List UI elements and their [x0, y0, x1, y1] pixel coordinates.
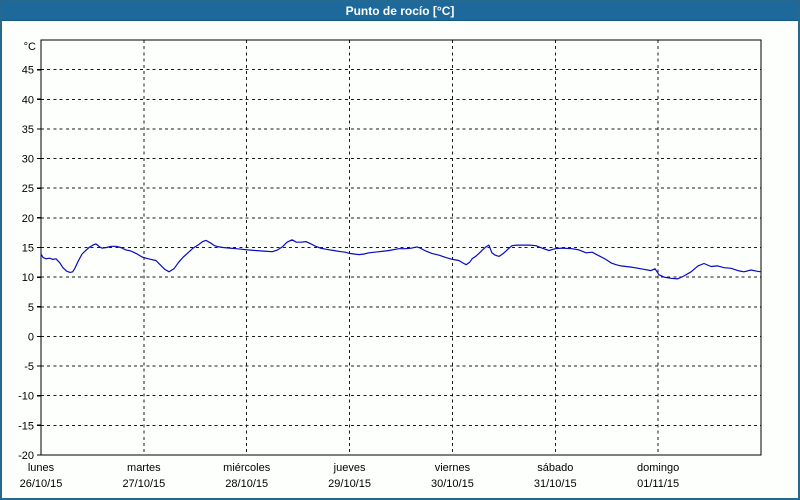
y-tick-label: 30 — [22, 154, 34, 166]
x-day-name: miércoles — [223, 462, 271, 474]
x-day-date: 31/10/15 — [534, 478, 577, 490]
y-tick-label: 15 — [22, 243, 34, 255]
x-day-name: martes — [127, 462, 161, 474]
y-tick-label: -15 — [18, 420, 34, 432]
y-axis-labels: 45 40 35 30 25 20 15 10 5 0 -5 -10 -15 -20 °C — [18, 41, 36, 462]
y-tick-label: 10 — [22, 272, 34, 284]
y-tick-label: 35 — [22, 124, 34, 136]
y-tick-label: 25 — [22, 183, 34, 195]
y-tick-label: -20 — [18, 450, 34, 462]
x-day-date: 28/10/15 — [225, 478, 268, 490]
dew-point-line — [40, 239, 762, 280]
x-day-name: viernes — [435, 462, 471, 474]
chart-area: 45 40 35 30 25 20 15 10 5 0 -5 -10 -15 -20 °C lunes 26/… — [2, 21, 798, 497]
y-axis-unit-label: °C — [24, 41, 36, 53]
y-tick-label: 5 — [28, 302, 34, 314]
x-day-name: lunes — [28, 462, 55, 474]
y-axis-ticks — [37, 68, 41, 456]
chart-title: Punto de rocío [°C] — [345, 3, 455, 18]
chart-canvas: 45 40 35 30 25 20 15 10 5 0 -5 -10 -15 -20 °C lunes 26/… — [18, 39, 762, 490]
y-tick-label: 20 — [22, 213, 34, 225]
y-tick-label: 40 — [22, 94, 34, 106]
x-day-date: 30/10/15 — [431, 478, 474, 490]
x-day-name: sábado — [537, 462, 573, 474]
horizontal-gridlines — [41, 69, 761, 426]
y-tick-label: 0 — [28, 331, 34, 343]
y-tick-label: -10 — [18, 391, 34, 403]
x-day-date: 01/11/15 — [637, 478, 679, 490]
x-day-name: domingo — [637, 462, 679, 474]
y-tick-label: 45 — [22, 65, 34, 77]
x-day-name: jueves — [333, 462, 366, 474]
x-day-date: 26/10/15 — [20, 478, 63, 490]
y-tick-label: -5 — [24, 361, 34, 373]
x-axis-labels: lunes 26/10/15 martes 27/10/15 miércoles 28/1… — [20, 462, 680, 490]
x-day-date: 29/10/15 — [328, 478, 371, 490]
x-day-date: 27/10/15 — [122, 478, 165, 490]
data-line — [40, 239, 762, 280]
vertical-gridlines — [143, 40, 659, 455]
title-bar: Punto de rocío [°C] — [2, 2, 798, 21]
